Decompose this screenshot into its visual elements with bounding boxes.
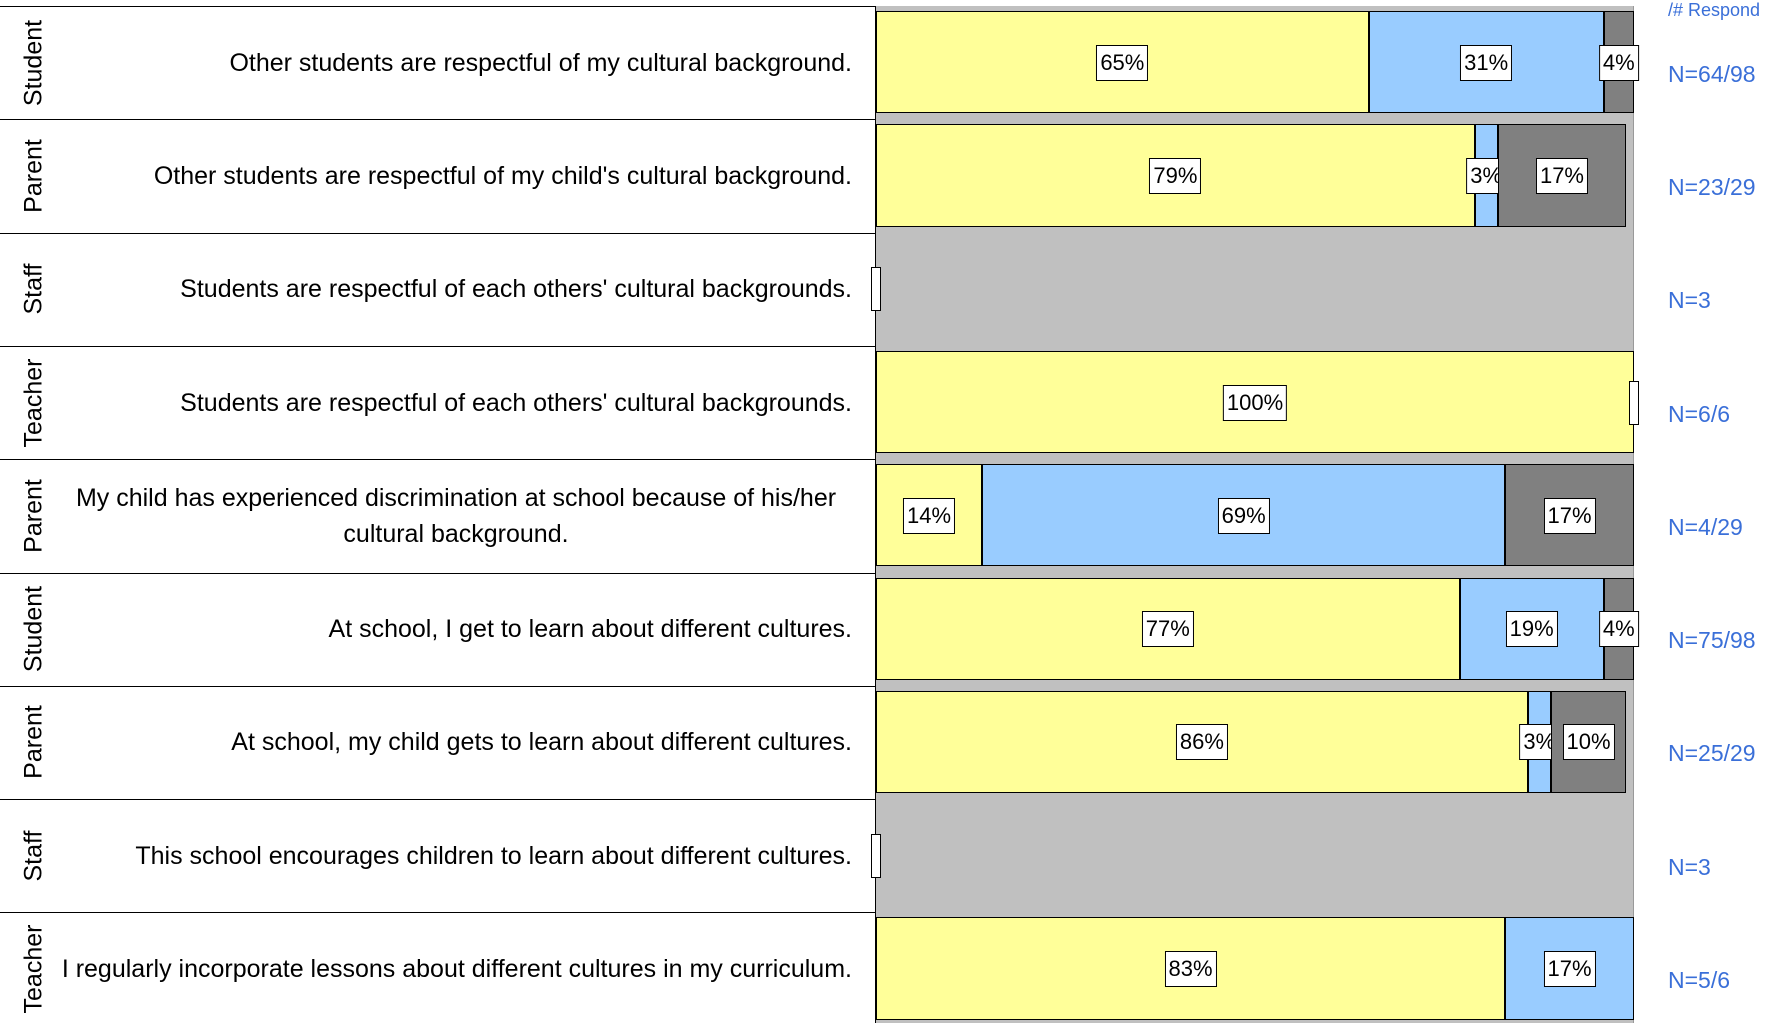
row-border [0, 459, 876, 461]
question: I regularly incorporate lessons about di… [61, 955, 852, 984]
value-label: 77% [1141, 611, 1194, 648]
value-label: 4% [1598, 44, 1639, 81]
respondents: N=64/98 [1668, 60, 1756, 87]
respondents: N=23/29 [1668, 173, 1756, 200]
row-border [0, 6, 876, 7]
group-label: Student [20, 586, 49, 673]
value-label: 83% [1164, 951, 1217, 988]
header: /# Respond [1668, 0, 1761, 20]
group-label: Parent [20, 705, 49, 780]
value-label: 69% [1217, 497, 1270, 534]
divider [875, 6, 876, 1023]
value-label: 4% [1598, 611, 1639, 648]
respondents: N=4/29 [1668, 513, 1743, 540]
respondents: N=3 [1668, 853, 1711, 880]
question: This school encourages children to learn… [135, 841, 852, 870]
row-border [0, 912, 876, 914]
group-label: Parent [20, 479, 49, 553]
row-border [0, 572, 876, 574]
question: Students are respectful of each others' … [180, 388, 852, 417]
question: At school, my child gets to learn about … [231, 728, 852, 757]
row-border [0, 685, 876, 687]
value-label: 31% [1460, 44, 1513, 81]
value-label: 17% [1543, 497, 1596, 534]
empty-label [1629, 380, 1639, 425]
value-label: 65% [1096, 44, 1149, 81]
question: Other students are respectful of my chil… [153, 161, 852, 190]
value-label: 17% [1535, 157, 1589, 194]
respondents: N=3 [1668, 287, 1711, 314]
value-label: 10% [1562, 724, 1615, 761]
empty-label [871, 833, 881, 878]
group-label: Teacher [20, 358, 49, 448]
row-border [0, 799, 876, 801]
question: My child has experienced discrimination … [75, 483, 837, 548]
question: Other students are respectful of my cult… [229, 48, 852, 77]
row-border [0, 119, 876, 121]
question: At school, I get to learn about differen… [328, 615, 852, 644]
row-border [0, 345, 876, 347]
value-label: 14% [903, 497, 956, 534]
empty-label [871, 267, 881, 312]
value-label: 86% [1175, 724, 1228, 761]
value-label: 100% [1222, 384, 1288, 421]
respondents: N=6/6 [1668, 400, 1731, 427]
respondents: N=75/98 [1668, 627, 1756, 654]
bar-segment [876, 350, 1634, 454]
group-label: Staff [20, 263, 49, 315]
value-label: 17% [1543, 951, 1596, 988]
question: Students are respectful of each others' … [180, 275, 852, 304]
value-label: 79% [1149, 157, 1202, 194]
value-label: 19% [1505, 611, 1558, 648]
group-label: Student [20, 19, 49, 106]
row-border [0, 232, 876, 234]
group-label: Parent [20, 139, 49, 213]
group-label: Staff [20, 830, 49, 882]
respondents: N=25/29 [1668, 740, 1756, 767]
respondents: N=5/6 [1668, 967, 1731, 994]
group-label: Teacher [20, 924, 49, 1014]
